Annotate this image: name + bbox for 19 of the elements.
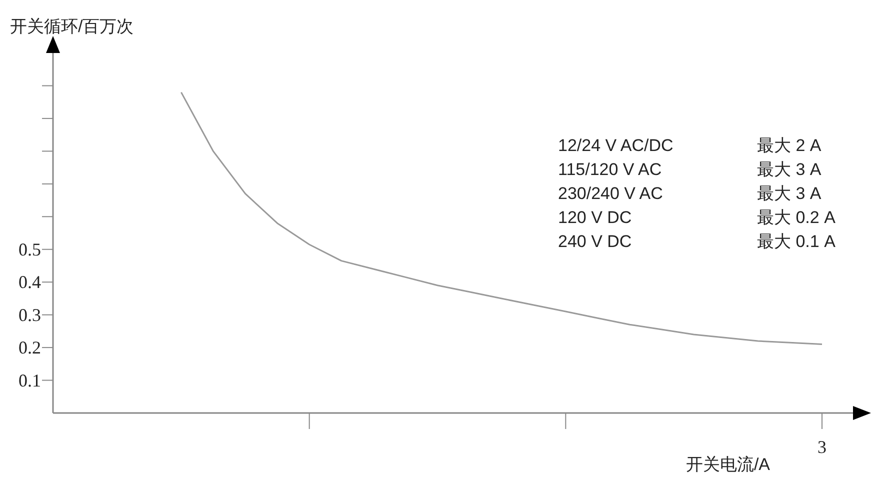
y-tick-label: 0.1 <box>18 370 41 390</box>
annotation: 最大 2 A <box>757 136 822 155</box>
annotation: 240 V DC <box>558 232 632 251</box>
annotation: 最大 3 A <box>757 160 822 179</box>
y-axis-title: 开关循环/百万次 <box>10 17 134 36</box>
y-tick-label: 0.2 <box>18 338 41 358</box>
annotation: 最大 0.1 A <box>757 232 836 251</box>
text: 3 <box>818 437 826 457</box>
annotation: 最大 0.2 A <box>757 208 836 227</box>
line-series <box>180 92 823 346</box>
annotation: 230/240 V AC <box>558 184 663 203</box>
annotation: 12/24 V AC/DC <box>558 136 674 155</box>
x-axis-title: 开关电流/A <box>686 455 771 474</box>
y-tick-label: 0.3 <box>18 304 41 325</box>
annotation: 120 V DC <box>558 208 632 227</box>
y-tick-label: 0.4 <box>18 272 41 292</box>
y-tick-label: 0.5 <box>18 239 41 260</box>
annotation: 最大 3 A <box>757 184 822 203</box>
annotation: 115/120 V AC <box>558 160 662 179</box>
